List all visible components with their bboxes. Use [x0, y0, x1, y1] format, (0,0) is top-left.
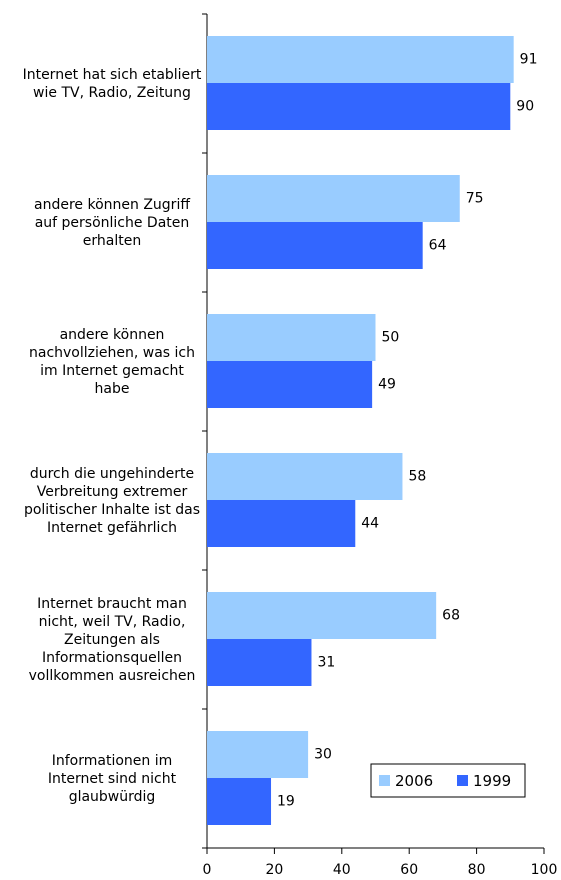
legend-swatch — [457, 775, 468, 786]
category-label: andere können Zugriff auf persönliche Da… — [34, 196, 190, 249]
legend-label: 2006 — [395, 772, 433, 790]
bar — [207, 175, 460, 222]
value-label: 44 — [361, 516, 379, 532]
value-label: 50 — [382, 330, 400, 346]
value-label: 19 — [277, 794, 295, 810]
value-label: 68 — [442, 608, 460, 624]
bar — [207, 731, 309, 778]
category-label: Informationen im Internet sind nicht gla… — [47, 752, 177, 805]
bar — [207, 36, 514, 83]
value-label: 90 — [516, 99, 534, 115]
value-label: 31 — [317, 655, 335, 671]
x-tick-label: 100 — [531, 862, 558, 878]
x-tick-label: 80 — [468, 862, 486, 878]
category-label: Internet hat sich etabliert wie TV, Radi… — [22, 66, 202, 101]
bar — [207, 778, 272, 825]
legend-swatch — [379, 775, 390, 786]
x-tick-label: 40 — [333, 862, 351, 878]
bar — [207, 453, 403, 500]
bar — [207, 361, 373, 408]
value-label: 30 — [314, 747, 332, 763]
bar — [207, 222, 423, 269]
category-label: Internet braucht man nicht, weil TV, Rad… — [28, 595, 196, 684]
legend-box — [370, 763, 526, 798]
x-tick-label: 60 — [400, 862, 418, 878]
value-label: 64 — [429, 238, 447, 254]
bar — [207, 314, 376, 361]
value-label: 91 — [520, 52, 538, 68]
value-label: 75 — [466, 191, 484, 207]
bar — [207, 592, 437, 639]
x-tick-label: 20 — [265, 862, 283, 878]
bar — [207, 639, 312, 686]
value-label: 49 — [378, 377, 396, 393]
category-label: durch die ungehinderte Verbreitung extre… — [23, 465, 201, 536]
legend-label: 1999 — [473, 772, 511, 790]
x-tick-label: 0 — [203, 862, 212, 878]
category-label: andere können nachvollziehen, was ich im… — [29, 326, 195, 397]
bar — [207, 500, 356, 547]
bar — [207, 83, 511, 130]
value-label: 58 — [408, 469, 426, 485]
